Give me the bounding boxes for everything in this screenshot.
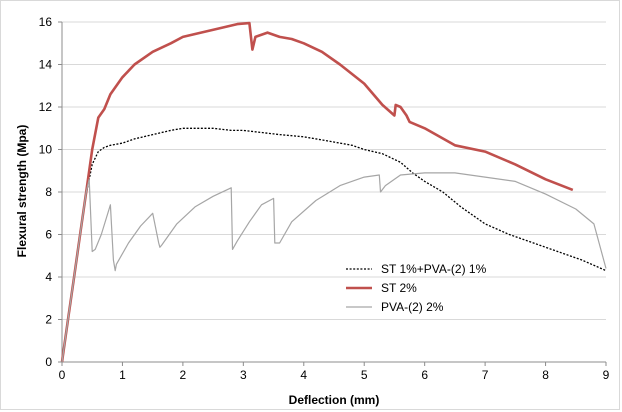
y-tick-label-5: 10 <box>39 143 53 157</box>
y-axis-title: Flexural strength (Mpa) <box>15 125 29 258</box>
y-tick-label-8: 16 <box>39 15 53 29</box>
x-tick-label-1: 1 <box>119 368 126 382</box>
series-line-1 <box>60 21 574 363</box>
legend-label-1: ST 2% <box>381 281 417 295</box>
y-tick-label-2: 4 <box>45 270 52 284</box>
series-line-2 <box>61 172 607 363</box>
x-tick-label-9: 9 <box>603 368 610 382</box>
x-tick-label-2: 2 <box>180 368 187 382</box>
x-tick-label-4: 4 <box>300 368 307 382</box>
x-tick-label-7: 7 <box>482 368 489 382</box>
legend: ST 1%+PVA-(2) 1% ST 2% PVA-(2) 2% <box>346 262 487 314</box>
x-axis-title: Deflection (mm) <box>289 393 380 407</box>
y-tick-label-4: 8 <box>45 185 52 199</box>
y-tick-label-6: 12 <box>39 100 53 114</box>
grid-layer <box>62 21 606 320</box>
legend-label-2: PVA-(2) 2% <box>381 300 444 314</box>
x-tick-label-6: 6 <box>421 368 428 382</box>
y-tick-label-3: 6 <box>45 228 52 242</box>
series-layer <box>60 21 607 363</box>
y-tick-label-1: 2 <box>45 313 52 327</box>
y-tick-label-0: 0 <box>45 355 52 369</box>
x-tick-label-3: 3 <box>240 368 247 382</box>
legend-label-0: ST 1%+PVA-(2) 1% <box>381 262 487 276</box>
x-tick-label-0: 0 <box>59 368 66 382</box>
series-line-0 <box>61 127 607 363</box>
x-tick-label-8: 8 <box>542 368 549 382</box>
x-tick-label-5: 5 <box>361 368 368 382</box>
y-tick-label-7: 14 <box>39 58 53 72</box>
